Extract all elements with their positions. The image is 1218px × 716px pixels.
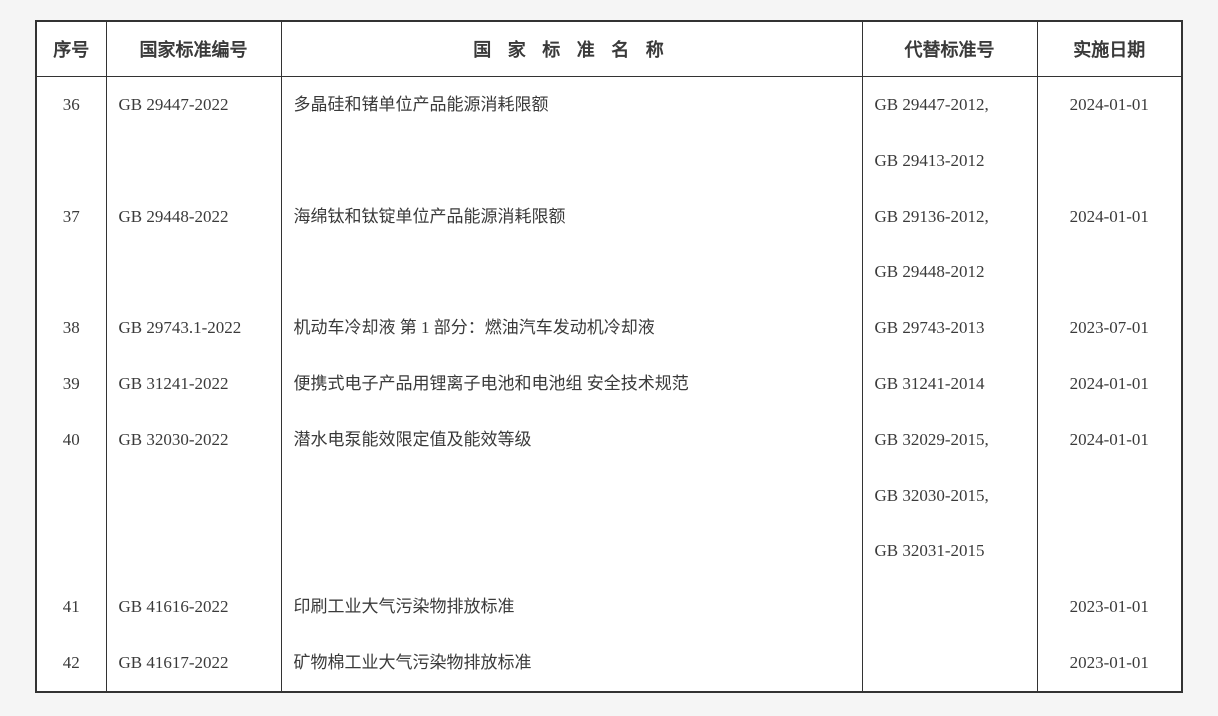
cell-stdnum: GB 31241-2022 [106,356,281,412]
cell-name: 多晶硅和锗单位产品能源消耗限额 [281,77,862,189]
cell-seq: 38 [36,300,106,356]
cell-stdnum: GB 32030-2022 [106,412,281,579]
cell-stdnum: GB 29448-2022 [106,189,281,301]
cell-replace: GB 29136-2012,GB 29448-2012 [862,189,1037,301]
cell-replace: GB 29447-2012,GB 29413-2012 [862,77,1037,189]
cell-name: 便携式电子产品用锂离子电池和电池组 安全技术规范 [281,356,862,412]
table-row: 39GB 31241-2022便携式电子产品用锂离子电池和电池组 安全技术规范G… [36,356,1182,412]
cell-seq: 40 [36,412,106,579]
cell-replace [862,635,1037,692]
cell-replace: GB 31241-2014 [862,356,1037,412]
cell-name: 海绵钛和钛锭单位产品能源消耗限额 [281,189,862,301]
header-date: 实施日期 [1037,21,1182,77]
header-name: 国 家 标 准 名 称 [281,21,862,77]
table-row: 38GB 29743.1-2022机动车冷却液 第 1 部分：燃油汽车发动机冷却… [36,300,1182,356]
table-row: 37GB 29448-2022海绵钛和钛锭单位产品能源消耗限额GB 29136-… [36,189,1182,301]
cell-replace: GB 32029-2015,GB 32030-2015,GB 32031-201… [862,412,1037,579]
cell-stdnum: GB 29447-2022 [106,77,281,189]
standards-table: 序号 国家标准编号 国 家 标 准 名 称 代替标准号 实施日期 36GB 29… [35,20,1183,693]
cell-stdnum: GB 41616-2022 [106,579,281,635]
header-replace: 代替标准号 [862,21,1037,77]
cell-replace: GB 29743-2013 [862,300,1037,356]
table-row: 41GB 41616-2022印刷工业大气污染物排放标准 2023-01-01 [36,579,1182,635]
cell-date: 2024-01-01 [1037,356,1182,412]
cell-date: 2024-01-01 [1037,412,1182,579]
cell-date: 2024-01-01 [1037,77,1182,189]
cell-name: 矿物棉工业大气污染物排放标准 [281,635,862,692]
table-row: 42GB 41617-2022矿物棉工业大气污染物排放标准 2023-01-01 [36,635,1182,692]
table-row: 36GB 29447-2022多晶硅和锗单位产品能源消耗限额GB 29447-2… [36,77,1182,189]
header-seq: 序号 [36,21,106,77]
cell-seq: 42 [36,635,106,692]
cell-date: 2023-01-01 [1037,635,1182,692]
table-row: 40GB 32030-2022潜水电泵能效限定值及能效等级GB 32029-20… [36,412,1182,579]
table-body: 36GB 29447-2022多晶硅和锗单位产品能源消耗限额GB 29447-2… [36,77,1182,692]
table-header-row: 序号 国家标准编号 国 家 标 准 名 称 代替标准号 实施日期 [36,21,1182,77]
cell-date: 2024-01-01 [1037,189,1182,301]
cell-date: 2023-01-01 [1037,579,1182,635]
cell-seq: 39 [36,356,106,412]
cell-name: 印刷工业大气污染物排放标准 [281,579,862,635]
cell-seq: 37 [36,189,106,301]
cell-stdnum: GB 41617-2022 [106,635,281,692]
cell-stdnum: GB 29743.1-2022 [106,300,281,356]
cell-seq: 36 [36,77,106,189]
cell-seq: 41 [36,579,106,635]
cell-date: 2023-07-01 [1037,300,1182,356]
cell-name: 潜水电泵能效限定值及能效等级 [281,412,862,579]
cell-replace [862,579,1037,635]
cell-name: 机动车冷却液 第 1 部分：燃油汽车发动机冷却液 [281,300,862,356]
header-stdnum: 国家标准编号 [106,21,281,77]
